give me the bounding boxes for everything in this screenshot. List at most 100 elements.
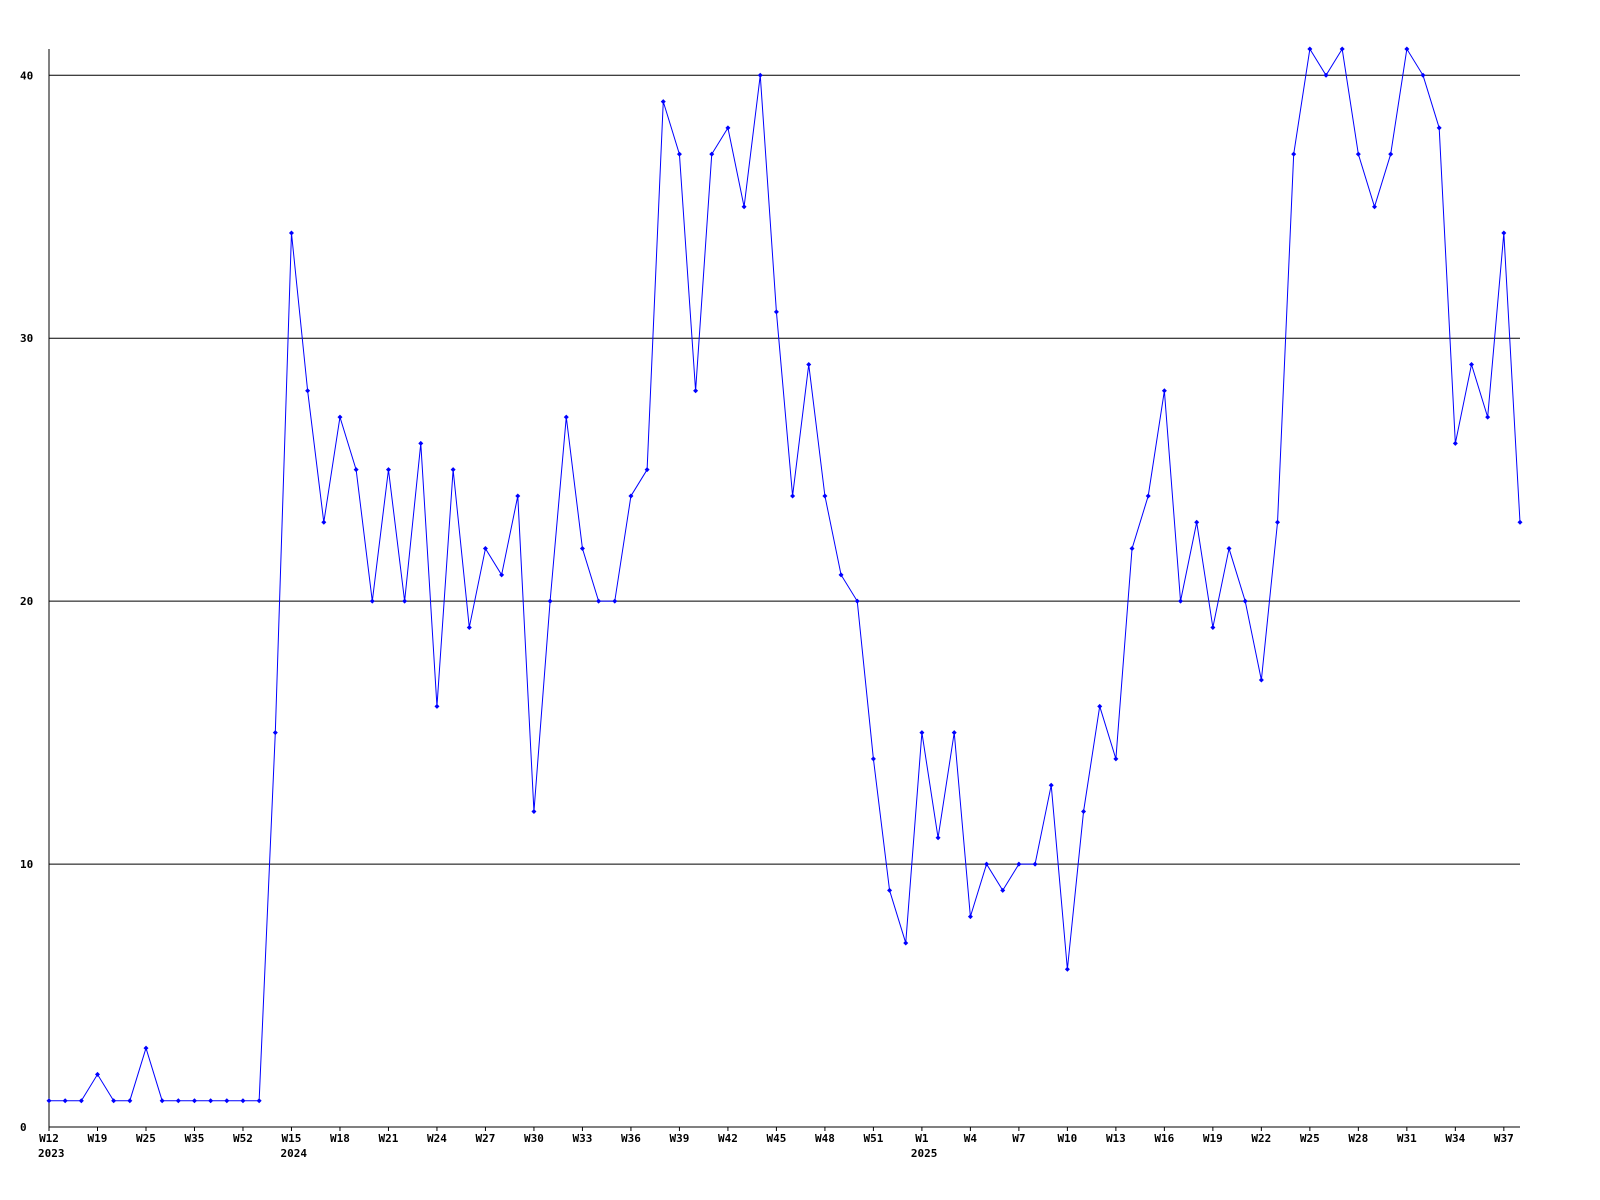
point [466,624,472,630]
point [321,519,327,525]
x-tick-label: W36 [621,1132,641,1145]
point [240,1098,246,1104]
point [288,230,294,236]
point [822,493,828,499]
point [773,309,779,315]
point [919,730,925,736]
y-tick-label: 20 [20,595,33,608]
x-tick-label: W12 [39,1132,59,1145]
point [1323,72,1329,78]
x-tick-label: W28 [1348,1132,1368,1145]
point [903,940,909,946]
point [838,572,844,578]
point [757,72,763,78]
x-year-label: 2025 [911,1147,938,1160]
point [337,414,343,420]
point [1145,493,1151,499]
x-tick-label: W19 [88,1132,108,1145]
point [127,1098,133,1104]
point [790,493,796,499]
point [385,467,391,473]
point [1469,362,1475,368]
x-tick-label: W15 [282,1132,302,1145]
point [1388,151,1394,157]
point [1210,624,1216,630]
point [563,414,569,420]
point [1242,598,1248,604]
point [1097,703,1103,709]
point [143,1045,149,1051]
point [46,1098,52,1104]
point [1517,519,1523,525]
x-tick-label: W34 [1445,1132,1465,1145]
y-tick-label: 40 [20,69,33,82]
point [725,125,731,131]
point [224,1098,230,1104]
line [49,47,1521,1102]
point [1258,677,1264,683]
x-tick-label: W33 [573,1132,593,1145]
x-tick-label: W35 [185,1132,205,1145]
x-tick-label: W16 [1154,1132,1174,1145]
point [1161,388,1167,394]
point [499,572,505,578]
point [676,151,682,157]
point [305,388,311,394]
point [660,99,666,105]
point [272,730,278,736]
point [78,1098,84,1104]
point [175,1098,181,1104]
x-tick-label: W18 [330,1132,350,1145]
point [1081,808,1087,814]
x-year-label: 2024 [280,1147,307,1160]
point [612,598,618,604]
point [644,467,650,473]
x-tick-label: W10 [1057,1132,1077,1145]
point [1452,440,1458,446]
x-tick-label: W21 [379,1132,399,1145]
point [482,546,488,552]
point [1000,887,1006,893]
x-tick-label: W52 [233,1132,253,1145]
point [531,808,537,814]
x-tick-label: W27 [476,1132,496,1145]
point [1339,46,1345,52]
point [596,598,602,604]
point [806,362,812,368]
point [1194,519,1200,525]
point [579,546,585,552]
y-tick-label: 10 [20,858,33,871]
point [1048,782,1054,788]
point [369,598,375,604]
x-tick-label: W39 [669,1132,689,1145]
point [515,493,521,499]
point [62,1098,68,1104]
point [1178,598,1184,604]
point [191,1098,197,1104]
x-tick-label: W42 [718,1132,738,1145]
y-tick-label: 30 [20,332,33,345]
point [402,598,408,604]
point [1307,46,1313,52]
point [1420,72,1426,78]
point [1226,546,1232,552]
point [951,730,957,736]
x-tick-label: W19 [1203,1132,1223,1145]
point [935,835,941,841]
x-year-label: 2023 [38,1147,65,1160]
point [1016,861,1022,867]
x-tick-label: W25 [136,1132,156,1145]
x-tick-label: W25 [1300,1132,1320,1145]
point [418,440,424,446]
x-tick-label: W45 [766,1132,786,1145]
point [854,598,860,604]
point [1355,151,1361,157]
point [1291,151,1297,157]
point [984,861,990,867]
point [693,388,699,394]
point [1404,46,1410,52]
point [256,1098,262,1104]
point [1436,125,1442,131]
